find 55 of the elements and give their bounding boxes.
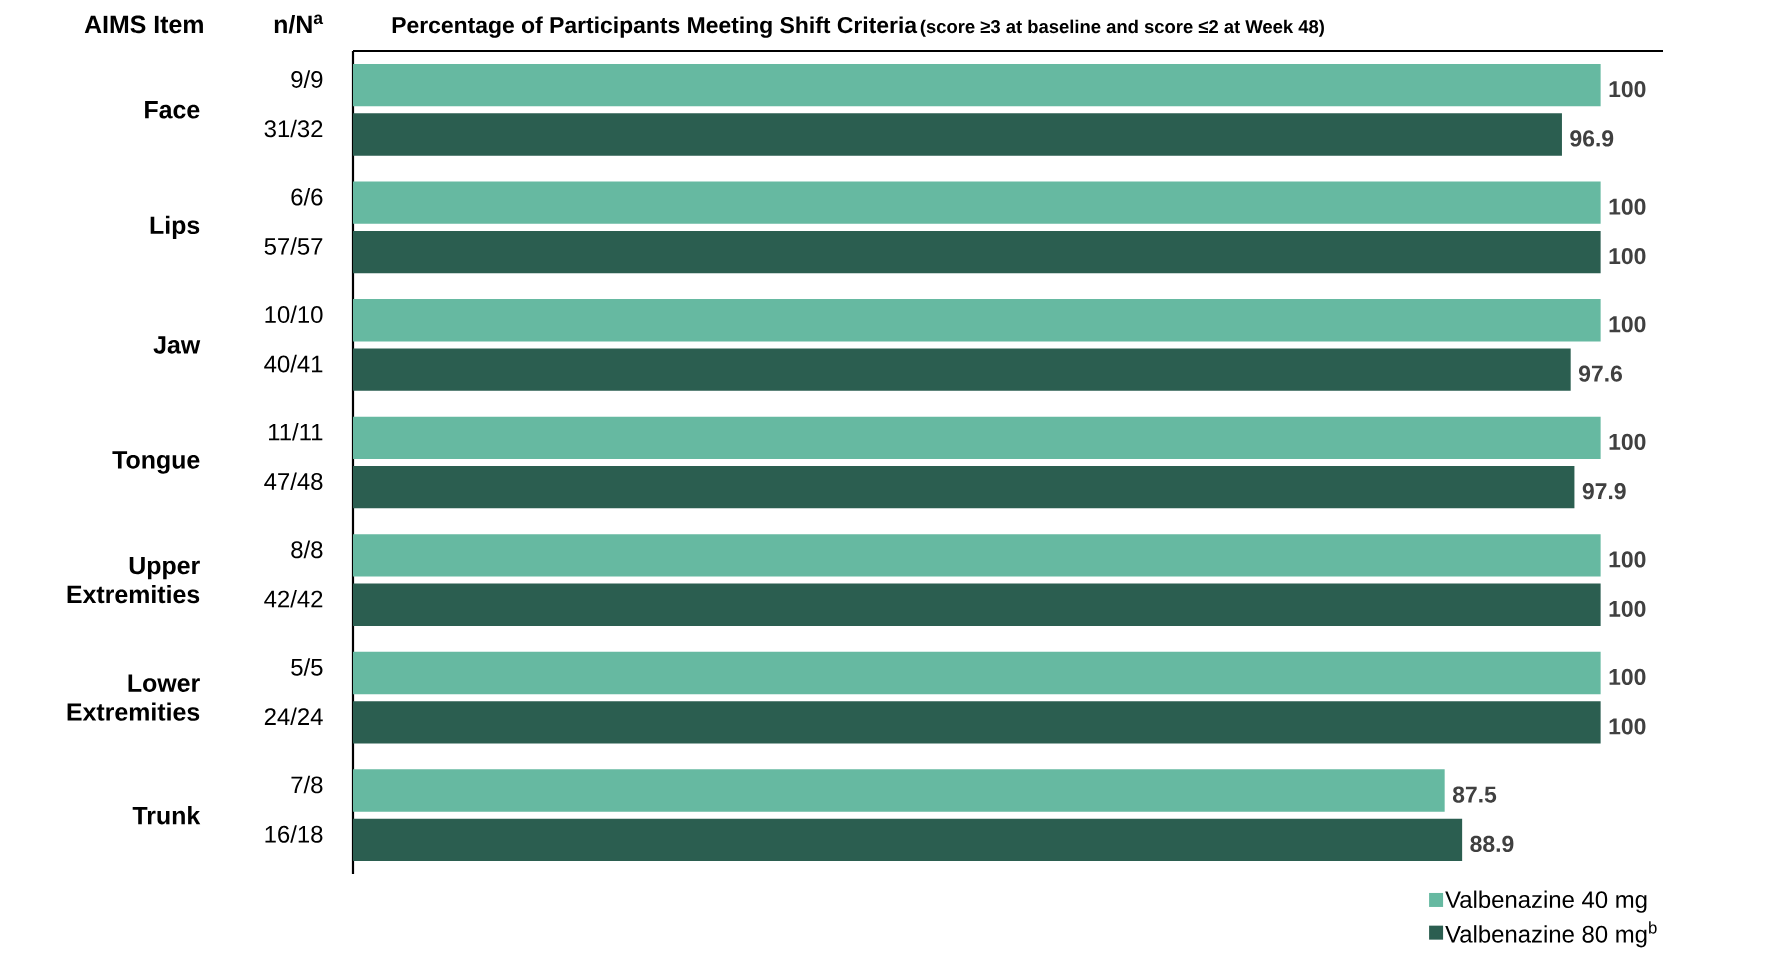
chart-title: Percentage of Participants Meeting Shift Criteria bbox=[392, 16, 918, 38]
text: 40/41 bbox=[264, 354, 323, 373]
y-tick-label: Upper Extremities bbox=[67, 556, 200, 604]
y-tick-label: Lips bbox=[150, 215, 200, 239]
data-label: 100 bbox=[1609, 718, 1646, 735]
text: 8/8 bbox=[291, 540, 323, 559]
text: 47/48 bbox=[264, 472, 323, 490]
y-axis-title: AIMS Item bbox=[84, 15, 203, 34]
bar bbox=[353, 466, 1575, 509]
data-label: 100 bbox=[1609, 80, 1646, 98]
bar bbox=[353, 818, 1463, 862]
bar bbox=[353, 701, 1601, 744]
data-label: 88.9 bbox=[1470, 835, 1514, 853]
data-label: 97.9 bbox=[1582, 483, 1626, 500]
data-label: 97.6 bbox=[1579, 365, 1622, 382]
bar bbox=[353, 230, 1601, 274]
legend-label: Valbenazine 40 mg bbox=[1445, 890, 1647, 913]
text: 31/32 bbox=[264, 119, 323, 138]
data-label: 100 bbox=[1609, 247, 1646, 265]
y-tick-label: Trunk bbox=[132, 806, 201, 825]
data-label: 96.9 bbox=[1570, 130, 1614, 147]
data-label: 100 bbox=[1609, 600, 1646, 617]
chart-subtitle: (score ≥3 at baseline and score ≤2 at Week 48) bbox=[920, 19, 1324, 37]
bar bbox=[353, 416, 1601, 459]
bar bbox=[353, 583, 1601, 626]
text: 10/10 bbox=[265, 305, 323, 324]
bar bbox=[353, 113, 1562, 156]
bar bbox=[353, 63, 1601, 107]
y-tick-label: Jaw bbox=[153, 336, 201, 354]
bar bbox=[353, 534, 1601, 577]
text: 5/5 bbox=[291, 658, 323, 676]
text: 11/11 bbox=[269, 423, 323, 441]
data-label: 100 bbox=[1609, 316, 1646, 333]
data-label: 100 bbox=[1609, 433, 1646, 450]
legend-label: Valbenazine 80 mg$^{b}$ bbox=[1445, 921, 1657, 948]
y-tick-label: Tongue bbox=[112, 451, 200, 474]
text: 7/8 bbox=[291, 775, 323, 794]
text: 24/24 bbox=[264, 707, 323, 726]
y-tick-label: Face bbox=[145, 101, 200, 119]
data-label: 100 bbox=[1609, 551, 1646, 568]
bar bbox=[353, 181, 1601, 224]
text: 6/6 bbox=[291, 187, 323, 206]
text: 57/57 bbox=[264, 237, 323, 255]
y-tick-label: Lower Extremities bbox=[67, 674, 200, 721]
bar bbox=[353, 348, 1571, 391]
data-label: 87.5 bbox=[1452, 786, 1497, 803]
bar bbox=[353, 651, 1601, 695]
data-label: 100 bbox=[1609, 668, 1646, 686]
text: 42/42 bbox=[264, 589, 323, 608]
data-label: 100 bbox=[1609, 198, 1646, 215]
text: 9/9 bbox=[291, 70, 323, 88]
bar bbox=[353, 299, 1601, 342]
text: n/N$^{a}$ bbox=[274, 14, 324, 34]
bar bbox=[353, 769, 1445, 812]
text: 16/18 bbox=[265, 825, 323, 843]
